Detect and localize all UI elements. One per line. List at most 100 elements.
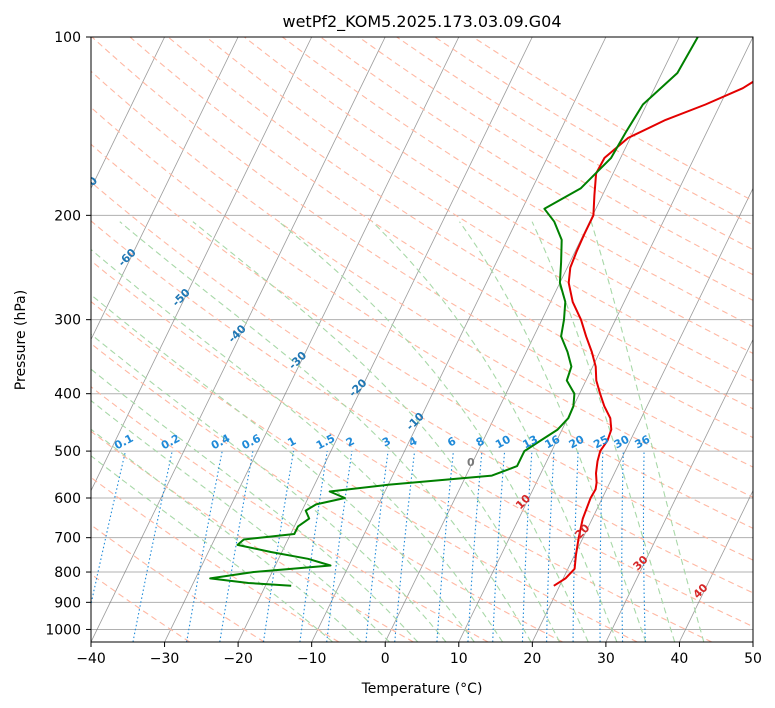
dry-adiabat-line: [396, 37, 753, 251]
dry-adiabat-line: [91, 181, 753, 594]
y-tick-label: 1000: [45, 622, 81, 638]
y-axis-label: Pressure (hPa): [13, 290, 29, 390]
isotherm-line: [91, 37, 239, 341]
ice-isotherm-label: -80: [24, 132, 47, 155]
moist-adiabat-line: [371, 221, 618, 642]
moist-adiabat-line: [459, 221, 647, 642]
ice-isotherm-label: -20: [346, 376, 369, 399]
dry-adiabat-line: [91, 386, 489, 642]
mixing-ratio-label: 0.6: [240, 432, 264, 453]
isotherm-line: [91, 37, 313, 492]
y-tick-label: 200: [54, 208, 81, 224]
moist-adiabat-line: [590, 221, 705, 642]
dry-adiabat-line: [91, 430, 414, 642]
mixing-ratio-line: [621, 451, 624, 642]
y-tick-label: 300: [54, 313, 81, 329]
mixing-ratio-label: 2: [344, 434, 357, 449]
isotherm-line: [164, 37, 460, 642]
isotherm-line: [91, 37, 386, 642]
ice-isotherm-label: -30: [286, 349, 309, 372]
moist-adiabat-line: [91, 399, 390, 642]
mixing-ratio-label: 1.5: [314, 432, 337, 453]
moist-adiabat-line: [91, 333, 447, 642]
isotherm-line: [91, 37, 165, 190]
moist-adiabat-line: [278, 221, 589, 642]
dry-adiabat-line: [91, 220, 753, 628]
mixing-ratio-label: 6: [445, 434, 458, 449]
y-tick-label: 100: [54, 30, 81, 46]
mixing-ratio-line: [91, 450, 127, 607]
mixing-ratio-line: [642, 451, 646, 642]
mixing-ratio-line: [186, 450, 223, 642]
mixing-ratio-label: 36: [633, 433, 653, 452]
ice-isotherm-label: -50: [170, 286, 193, 309]
dry-adiabat-line: [91, 476, 340, 642]
mixing-ratio-line: [436, 451, 454, 642]
x-tick-label: 30: [597, 651, 615, 667]
x-tick-label: −10: [297, 651, 327, 667]
x-axis-label: Temperature (°C): [361, 681, 483, 697]
moist-adiabat-line: [192, 221, 561, 642]
x-axis: −40 −30 −20 −10 0 10 20 30 40 50: [76, 642, 762, 667]
moist-adiabat-line: [91, 248, 504, 642]
x-tick-label: 40: [671, 651, 689, 667]
mixing-ratio-label: 0.2: [159, 432, 182, 453]
mixing-ratio-label: 16: [543, 433, 563, 452]
moist-adiabat-line: [531, 221, 676, 642]
background-lines: [91, 37, 753, 642]
ice-isotherm-label: -70: [77, 174, 100, 197]
mixing-ratio-label: 20: [567, 433, 587, 452]
dry-adiabat-line: [320, 37, 753, 301]
profile-lines: [209, 37, 753, 587]
mixing-ratio-line: [262, 451, 295, 642]
ice-isotherm-label: -60: [116, 246, 139, 269]
isotherm-line: [679, 489, 753, 642]
mixing-ratio-line: [599, 451, 604, 642]
y-tick-label: 900: [54, 595, 81, 611]
mixing-ratio-label: 30: [612, 433, 632, 452]
isotherm-line: [752, 641, 753, 642]
plot-frame: [90, 36, 754, 643]
dry-adiabat-line: [205, 37, 753, 382]
dry-adiabat-line: [91, 143, 753, 561]
mixing-ratio-label: 0.1: [112, 432, 135, 453]
mixing-ratio-line: [365, 451, 389, 642]
dry-adiabat-line: [358, 37, 753, 276]
mixing-ratio-label: 10: [493, 433, 513, 452]
isotherm-line: [237, 37, 533, 642]
freezing-label: 0: [467, 456, 475, 469]
dry-adiabat-line: [167, 37, 753, 410]
isoline-labels: 0.10.20.40.611.52346810131620253036-100-…: [24, 132, 711, 601]
isotherm-line: [531, 187, 753, 642]
mixing-ratio-label: 4: [407, 434, 420, 449]
y-tick-label: 500: [54, 444, 81, 460]
moist-adiabat-line: [91, 455, 334, 642]
dry-adiabat-line: [91, 573, 191, 642]
temperature-profile-line: [553, 80, 753, 587]
chart-title: wetPf2_KOM5.2025.173.03.09.G04: [282, 12, 561, 32]
dry-adiabat-line: [91, 524, 265, 642]
mixing-ratio-label: 1: [285, 434, 298, 449]
mixing-ratio-line: [394, 451, 416, 642]
mixing-ratio-line: [326, 451, 353, 642]
moist-adiabat-line: [91, 294, 475, 642]
y-tick-label: 800: [54, 565, 81, 581]
mixing-ratio-line: [132, 450, 173, 642]
x-tick-label: 20: [523, 651, 541, 667]
mixing-ratio-line: [546, 451, 555, 642]
dry-adiabat-line: [91, 70, 753, 498]
mixing-ratio-label: 3: [380, 434, 393, 449]
x-tick-label: 10: [450, 651, 468, 667]
mixing-ratio-line: [492, 451, 506, 642]
x-tick-label: −30: [150, 651, 180, 667]
dry-adiabat-line: [129, 37, 753, 439]
x-tick-label: −20: [223, 651, 253, 667]
isotherm-line: [458, 37, 753, 642]
mixing-ratio-label: 0.4: [209, 432, 233, 453]
dewpoint-profile-line: [209, 37, 699, 587]
x-tick-label: 50: [744, 651, 762, 667]
mixing-ratio-label: 25: [591, 433, 611, 452]
y-tick-label: 600: [54, 491, 81, 507]
x-tick-label: 0: [381, 651, 390, 667]
